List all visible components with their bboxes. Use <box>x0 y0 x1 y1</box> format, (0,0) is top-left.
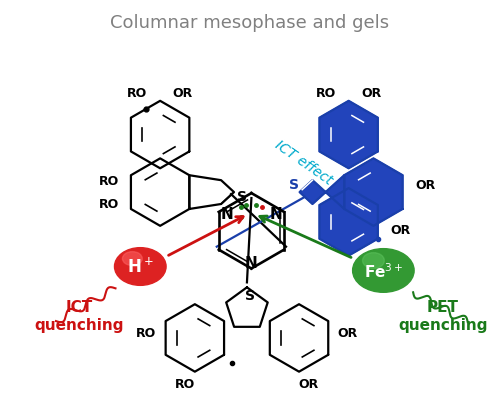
Text: OR: OR <box>173 87 193 100</box>
Text: S: S <box>288 178 298 192</box>
Text: OR: OR <box>362 87 382 100</box>
Text: RO: RO <box>175 377 195 390</box>
Ellipse shape <box>352 249 414 292</box>
Text: Fe$^{3+}$: Fe$^{3+}$ <box>364 261 403 280</box>
Ellipse shape <box>114 248 166 285</box>
Text: OR: OR <box>415 178 435 191</box>
Text: PET: PET <box>427 299 459 314</box>
Text: OR: OR <box>390 224 410 237</box>
Text: OR: OR <box>338 327 358 339</box>
Text: N: N <box>245 255 258 270</box>
Text: S: S <box>237 190 247 204</box>
Ellipse shape <box>362 253 384 269</box>
Text: ICT effect: ICT effect <box>272 137 336 187</box>
Text: N: N <box>220 207 233 222</box>
Polygon shape <box>300 176 344 209</box>
Text: OR: OR <box>299 377 319 390</box>
Text: Columnar mesophase and gels: Columnar mesophase and gels <box>110 14 389 32</box>
Text: S: S <box>245 289 255 303</box>
Text: N: N <box>270 207 282 222</box>
Text: ICT: ICT <box>65 299 92 314</box>
Text: RO: RO <box>316 87 336 100</box>
Text: H$^+$: H$^+$ <box>127 257 154 276</box>
Text: quenching: quenching <box>34 317 124 332</box>
Text: RO: RO <box>98 198 118 211</box>
Text: quenching: quenching <box>398 317 488 332</box>
Polygon shape <box>320 189 378 256</box>
Polygon shape <box>320 101 378 169</box>
Polygon shape <box>344 159 403 226</box>
Text: RO: RO <box>136 327 156 339</box>
Text: RO: RO <box>98 174 118 187</box>
Ellipse shape <box>122 252 142 266</box>
Text: RO: RO <box>127 87 148 100</box>
